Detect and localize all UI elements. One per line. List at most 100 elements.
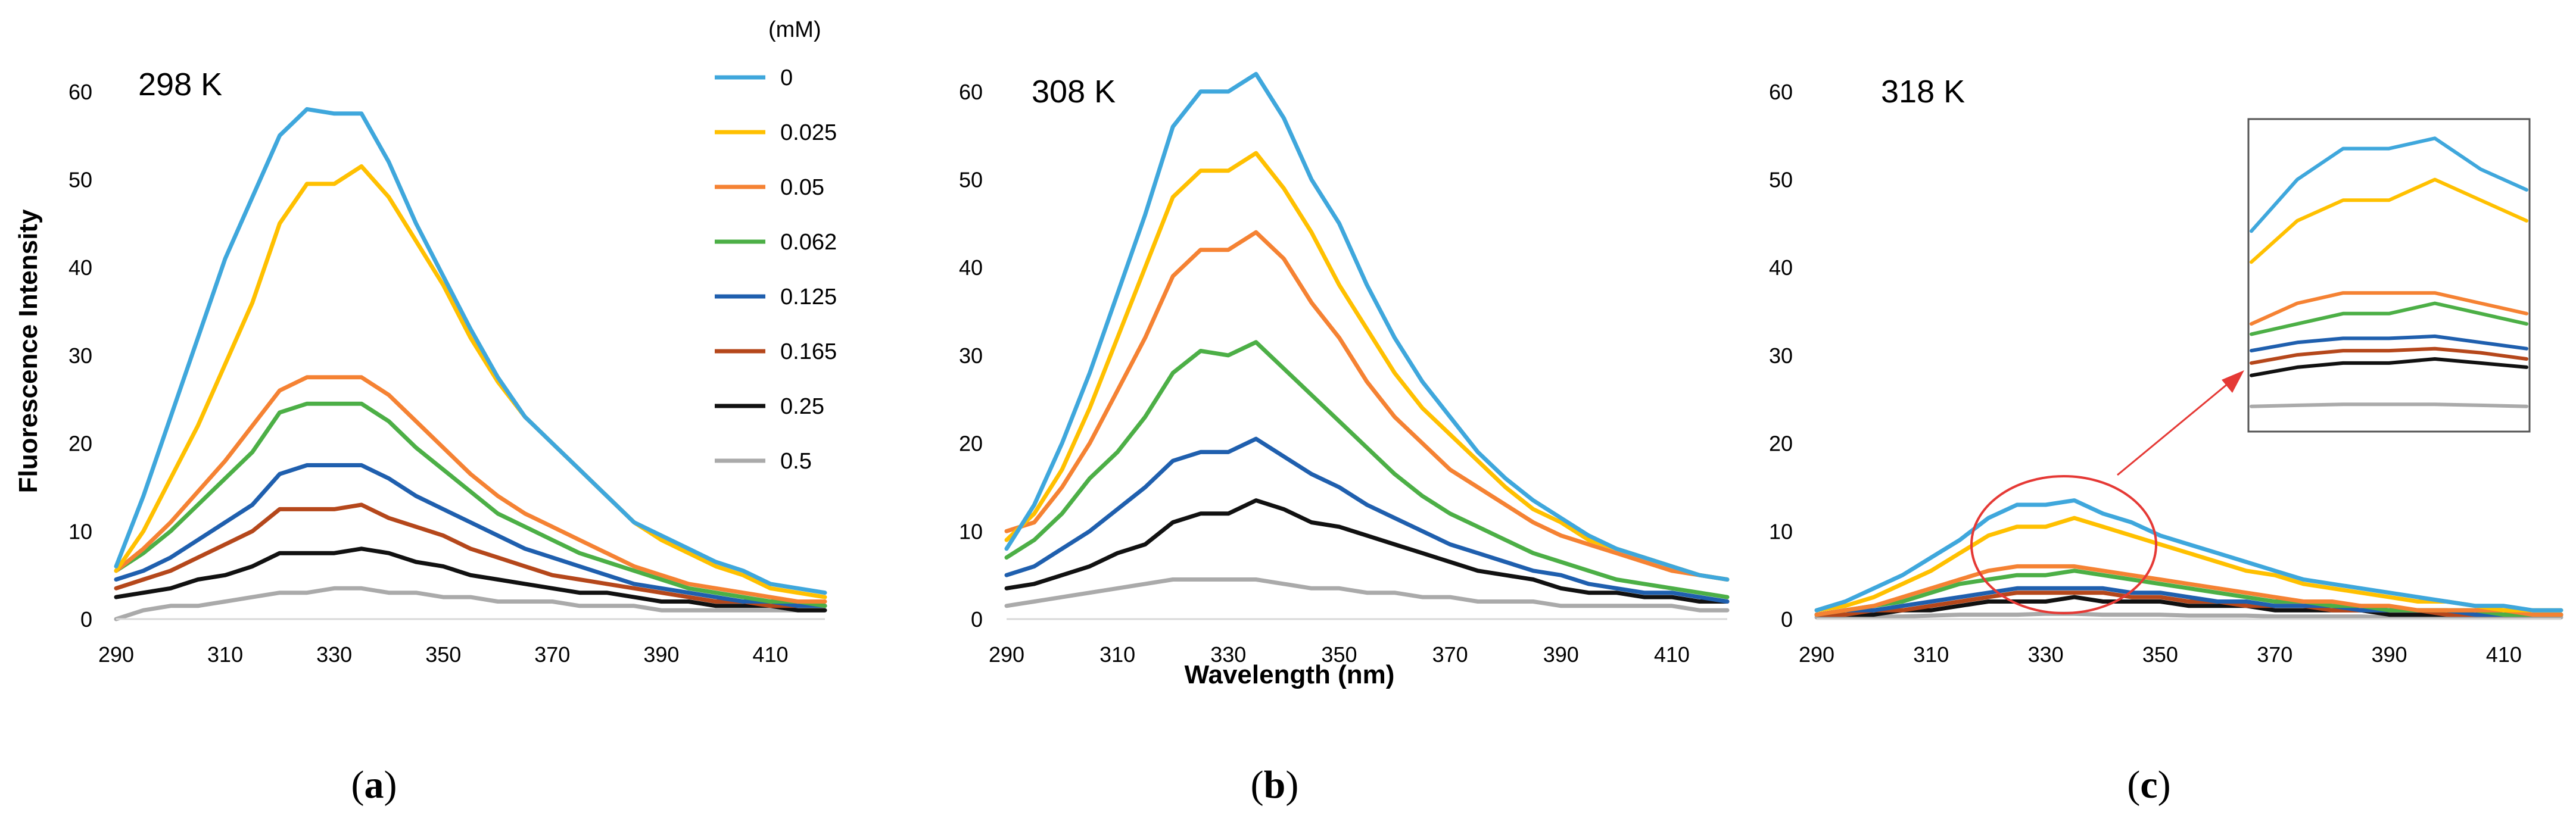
svg-text:(b): (b)	[1251, 763, 1299, 807]
inset-series-line-0.062	[2250, 301, 2528, 336]
panel-a-series-line-0.025	[114, 164, 827, 599]
caption-c-letter: c	[2140, 763, 2157, 807]
legend-label-0.05: 0.05	[780, 175, 824, 200]
inset-lines	[2250, 136, 2528, 408]
legend-label-0.025: 0.025	[780, 120, 837, 145]
legend: (mM) 0 0.025 0.05 0.062 0.125 0.165 0.25 0.5	[715, 17, 837, 474]
panel-a-chart: 0 10 20 30 40 50 60 290 310 330 350 370 390 410 298 K	[68, 67, 827, 667]
legend-title: (mM)	[768, 17, 821, 42]
caption-b-letter: b	[1264, 763, 1286, 807]
panel-b-series-line-0.025	[1004, 151, 1730, 582]
x-axis-title: Wavelength (nm)	[1185, 660, 1395, 689]
panel-a-series-line-0.062	[114, 401, 827, 608]
panel-c-temperature-label: 318 K	[1881, 74, 1965, 110]
panel-c-ytick-label: 20	[1769, 432, 1793, 456]
svg-text:(c): (c)	[2127, 763, 2170, 807]
panel-b-xtick-label: 330	[1210, 642, 1246, 667]
zoom-arrow-head	[2222, 370, 2244, 393]
panel-a-xtick-label: 370	[534, 642, 570, 667]
inset-series-line-0.165	[2250, 346, 2528, 365]
caption-a-letter: a	[365, 763, 384, 807]
panel-b-xtick-label: 310	[1099, 642, 1135, 667]
panel-b-ytick-label: 50	[959, 168, 983, 192]
panel-a-ytick-label: 40	[68, 255, 92, 280]
panel-b-ytick-label: 40	[959, 255, 983, 280]
panel-b-series-line-0.05	[1004, 230, 1730, 582]
panel-a-ytick-label: 30	[68, 343, 92, 368]
panel-c-xtick-label: 330	[2028, 642, 2064, 667]
panel-c-xtick-label: 290	[1799, 642, 1834, 667]
panel-b-ytick-label: 10	[959, 519, 983, 543]
panel-c-series-line-0.05	[1814, 564, 2563, 617]
panel-a-series-line-0.5	[114, 586, 827, 621]
panel-b-ytick-label: 60	[959, 80, 983, 104]
panel-a-series-line-0.165	[114, 502, 827, 608]
highlight-circle	[1970, 475, 2157, 614]
inset-series-line-0.5	[2250, 402, 2528, 408]
panel-c-series-line-0.165	[1814, 591, 2563, 617]
panel-c-ytick-label: 50	[1769, 168, 1793, 192]
panel-b-series-line-0.25	[1004, 498, 1730, 604]
panel-a-xtick-label: 410	[752, 642, 788, 667]
y-axis-title: Fluorescence Intensity	[14, 209, 43, 493]
svg-text:(a): (a)	[351, 763, 397, 807]
panel-c-ytick-label: 30	[1769, 343, 1793, 368]
legend-label-0.165: 0.165	[780, 339, 837, 364]
panel-c-xtick-label: 310	[1913, 642, 1949, 667]
panel-c-ytick-label: 0	[1781, 607, 1793, 632]
panel-a-series-line-0	[114, 107, 827, 595]
caption-a: (a)	[351, 763, 397, 807]
panel-a-xtick-label: 290	[98, 642, 134, 667]
caption-c: (c)	[2127, 763, 2170, 807]
panel-c-ytick-label: 10	[1769, 519, 1793, 543]
inset-series-line-0.025	[2250, 177, 2528, 264]
panel-a-series-line-0.125	[114, 463, 827, 608]
inset-series-line-0.25	[2250, 357, 2528, 377]
legend-label-0.125: 0.125	[780, 285, 837, 310]
panel-c-ytick-label: 40	[1769, 255, 1793, 280]
panel-b-ytick-label: 20	[959, 432, 983, 456]
panel-c-xtick-label: 350	[2142, 642, 2178, 667]
panel-b-temperature-label: 308 K	[1032, 74, 1116, 110]
panel-c-chart: 0 10 20 30 40 50 60 290 310 330 350 370 390 410 318 K	[1769, 74, 2563, 667]
panel-a-xtick-label: 390	[643, 642, 679, 667]
panel-b-xtick-label: 390	[1543, 642, 1579, 667]
panel-b-series-line-0.125	[1004, 436, 1730, 604]
panel-b-ytick-label: 0	[971, 607, 983, 632]
panel-b-series-line-0.5	[1004, 577, 1730, 613]
panel-a-ytick-label: 10	[68, 519, 92, 543]
inset-series-line-0.125	[2250, 334, 2528, 353]
zoom-arrow-line	[2117, 383, 2228, 476]
panel-a-ytick-label: 20	[68, 432, 92, 456]
panel-c-xtick-label: 370	[2257, 642, 2292, 667]
panel-a-series-line-0.25	[114, 546, 827, 613]
panel-a-temperature-label: 298 K	[138, 67, 222, 102]
panel-c-ytick-label: 60	[1769, 80, 1793, 104]
panel-b-xtick-label: 350	[1321, 642, 1357, 667]
panel-b-xtick-label: 290	[989, 642, 1024, 667]
legend-label-0.062: 0.062	[780, 230, 837, 255]
panel-c-xtick-label: 390	[2371, 642, 2407, 667]
legend-label-0.25: 0.25	[780, 394, 824, 419]
panel-b-ytick-label: 30	[959, 343, 983, 368]
caption-b: (b)	[1251, 763, 1299, 807]
panel-b-chart: 0 10 20 30 40 50 60 290 310 330 350 370 390 410 308 K	[959, 71, 1730, 667]
panel-b-xtick-label: 410	[1654, 642, 1690, 667]
panel-c-series-line-0	[1814, 498, 2563, 613]
panel-c-series-line-0.5	[1814, 611, 2563, 620]
inset-frame	[2247, 118, 2531, 433]
panel-a-ytick-label: 60	[68, 80, 92, 104]
panel-a-xtick-label: 310	[207, 642, 243, 667]
panel-a-ytick-label: 50	[68, 168, 92, 192]
legend-label-0: 0	[780, 65, 793, 90]
panel-a-series-line-0.05	[114, 375, 827, 604]
panel-b-xtick-label: 370	[1432, 642, 1468, 667]
panel-a-xtick-label: 350	[425, 642, 461, 667]
panel-a-xtick-label: 330	[316, 642, 352, 667]
panel-b-series-line-0.062	[1004, 340, 1730, 599]
inset-series-line-0.05	[2250, 291, 2528, 326]
legend-label-0.5: 0.5	[780, 449, 812, 474]
panel-c-xtick-label: 410	[2486, 642, 2522, 667]
panel-b-series-line-0	[1004, 71, 1730, 582]
